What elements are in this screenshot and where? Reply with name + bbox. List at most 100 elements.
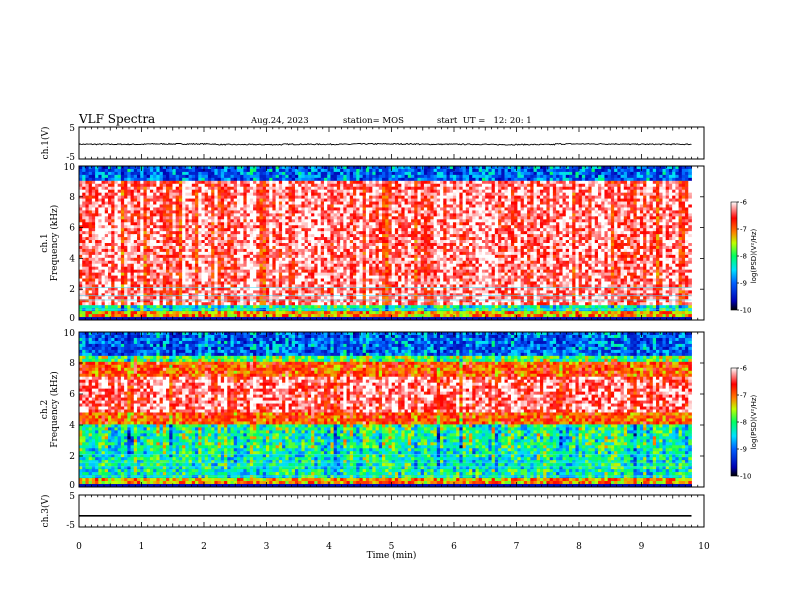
spectrogram-cell (118, 190, 122, 193)
spectrogram-cell (372, 296, 376, 299)
spectrogram-cell (224, 207, 228, 210)
spectrogram-cell (182, 255, 186, 258)
spectrogram-cell (218, 243, 222, 246)
spectrogram-cell (121, 282, 125, 285)
spectrogram-cell (202, 302, 206, 305)
spectrogram-cell (95, 302, 99, 305)
spectrogram-cell (314, 308, 318, 311)
spectrogram-cell (250, 169, 254, 172)
spectrogram-cell (166, 296, 170, 299)
spectrogram-cell (240, 172, 244, 175)
spectrogram-cell (79, 210, 83, 213)
spectrogram-cell (301, 172, 305, 175)
spectrogram-cell (243, 202, 247, 205)
spectrogram-cell (205, 219, 209, 222)
spectrogram-cell (308, 216, 312, 219)
spectrogram-cell (314, 178, 318, 181)
spectrogram-cell (224, 252, 228, 255)
spectrogram-cell (82, 282, 86, 285)
spectrogram-cell (347, 166, 351, 169)
spectrogram-cell (334, 216, 338, 219)
spectrogram-cell (169, 243, 173, 246)
spectrogram-cell (208, 279, 212, 282)
spectrogram-cell (214, 240, 218, 243)
spectrogram-cell (134, 302, 138, 305)
spectrogram-cell (282, 246, 286, 249)
spectrogram-cell (350, 207, 354, 210)
spectrogram-cell (195, 264, 199, 267)
spectrogram-cell (124, 258, 128, 261)
spectrogram-cell (247, 314, 251, 317)
spectrogram-cell (321, 252, 325, 255)
spectrogram-cell (256, 249, 260, 252)
spectrogram-cell (147, 205, 151, 208)
spectrogram-cell (82, 255, 86, 258)
spectrogram-cell (256, 270, 260, 273)
spectrogram-cell (166, 264, 170, 267)
spectrogram-cell (234, 305, 238, 308)
spectrogram-cell (102, 216, 106, 219)
spectrogram-cell (166, 169, 170, 172)
spectrogram-cell (269, 270, 273, 273)
spectrogram-cell (95, 243, 99, 246)
spectrogram-cell (243, 237, 247, 240)
spectrogram-cell (166, 261, 170, 264)
spectrogram-cell (124, 273, 128, 276)
spectrogram-cell (301, 279, 305, 282)
spectrogram-cell (124, 184, 128, 187)
spectrogram-cell (289, 311, 293, 314)
spectrogram-cell (369, 314, 373, 317)
spectrogram-cell (108, 258, 112, 261)
spectrogram-cell (105, 228, 109, 231)
spectrogram-cell (202, 231, 206, 234)
spectrogram-cell (179, 290, 183, 293)
spectrogram-cell (182, 237, 186, 240)
spectrogram-cell (256, 196, 260, 199)
spectrogram-cell (137, 222, 141, 225)
spectrogram-cell (308, 261, 312, 264)
spectrogram-cell (211, 267, 215, 270)
spectrogram-cell (185, 210, 189, 213)
spectrogram-cell (276, 270, 280, 273)
spectrogram-cell (156, 190, 160, 193)
spectrogram-cell (114, 237, 118, 240)
spectrogram-cell (163, 273, 167, 276)
spectrogram-cell (143, 175, 147, 178)
spectrogram-cell (153, 181, 157, 184)
spectrogram-cell (256, 282, 260, 285)
spectrogram-cell (202, 228, 206, 231)
spectrogram-cell (102, 279, 106, 282)
spectrogram-cell (308, 184, 312, 187)
spectrogram-cell (137, 196, 141, 199)
spectrogram-cell (156, 282, 160, 285)
spectrogram-cell (218, 267, 222, 270)
spectrogram-cell (253, 199, 257, 202)
spectrogram-cell (337, 184, 341, 187)
spectrogram-cell (169, 270, 173, 273)
spectrogram-cell (140, 202, 144, 205)
spectrogram-cell (227, 225, 231, 228)
spectrogram-cell (256, 261, 260, 264)
spectrogram-cell (353, 305, 357, 308)
y-tick-label: 5 (69, 124, 75, 134)
spectrogram-cell (176, 261, 180, 264)
spectrogram-cell (272, 267, 276, 270)
spectrogram-cell (156, 311, 160, 314)
spectrogram-cell (324, 258, 328, 261)
spectrogram-cell (253, 202, 257, 205)
spectrogram-cell (102, 302, 106, 305)
spectrogram-cell (134, 169, 138, 172)
spectrogram-cell (179, 296, 183, 299)
spectrogram-cell (198, 314, 202, 317)
spectrogram-cell (330, 240, 334, 243)
spectrogram-cell (124, 228, 128, 231)
spectrogram-cell (124, 311, 128, 314)
spectrogram-cell (105, 296, 109, 299)
spectrogram-cell (92, 234, 96, 237)
spectrogram-cell (192, 296, 196, 299)
spectrogram-cell (327, 193, 331, 196)
spectrogram-cell (279, 305, 283, 308)
spectrogram-cell (156, 290, 160, 293)
spectrogram-cell (137, 210, 141, 213)
spectrogram-cell (108, 282, 112, 285)
